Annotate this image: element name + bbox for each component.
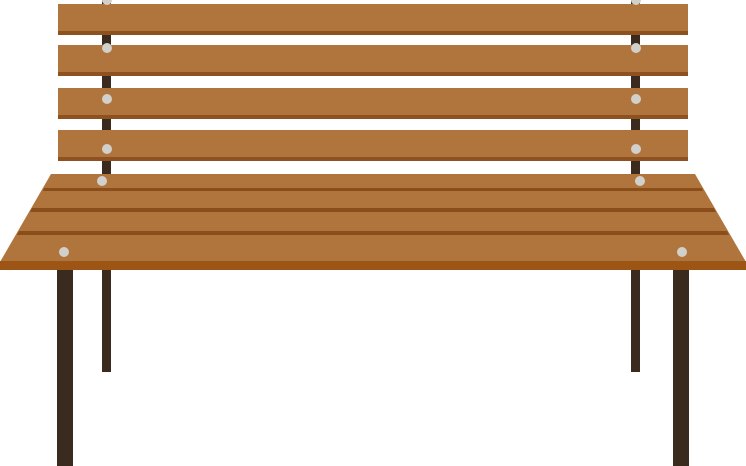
backrest-slat xyxy=(58,0,688,35)
bolt xyxy=(97,176,107,186)
front-leg-right xyxy=(673,262,689,466)
seat-front-edge xyxy=(0,261,746,270)
bolt xyxy=(635,176,645,186)
bolt xyxy=(59,247,69,257)
seat xyxy=(0,174,746,270)
bolt xyxy=(102,144,112,154)
bolt xyxy=(102,0,112,5)
seat-plank-gap xyxy=(43,188,703,191)
bolt xyxy=(631,43,641,53)
bolt xyxy=(102,43,112,53)
backrest-slat xyxy=(58,88,688,119)
seat-top xyxy=(0,174,746,262)
backrest xyxy=(58,0,688,161)
bolt xyxy=(631,144,641,154)
backrest-slat xyxy=(58,130,688,161)
bolt xyxy=(102,94,112,104)
backrest-slat xyxy=(58,43,688,76)
bolt xyxy=(631,94,641,104)
bolt xyxy=(631,0,641,5)
seat-plank-gap xyxy=(30,208,716,212)
bolt xyxy=(677,247,687,257)
front-leg-left xyxy=(57,262,73,466)
seat-plank-gap xyxy=(17,231,729,235)
